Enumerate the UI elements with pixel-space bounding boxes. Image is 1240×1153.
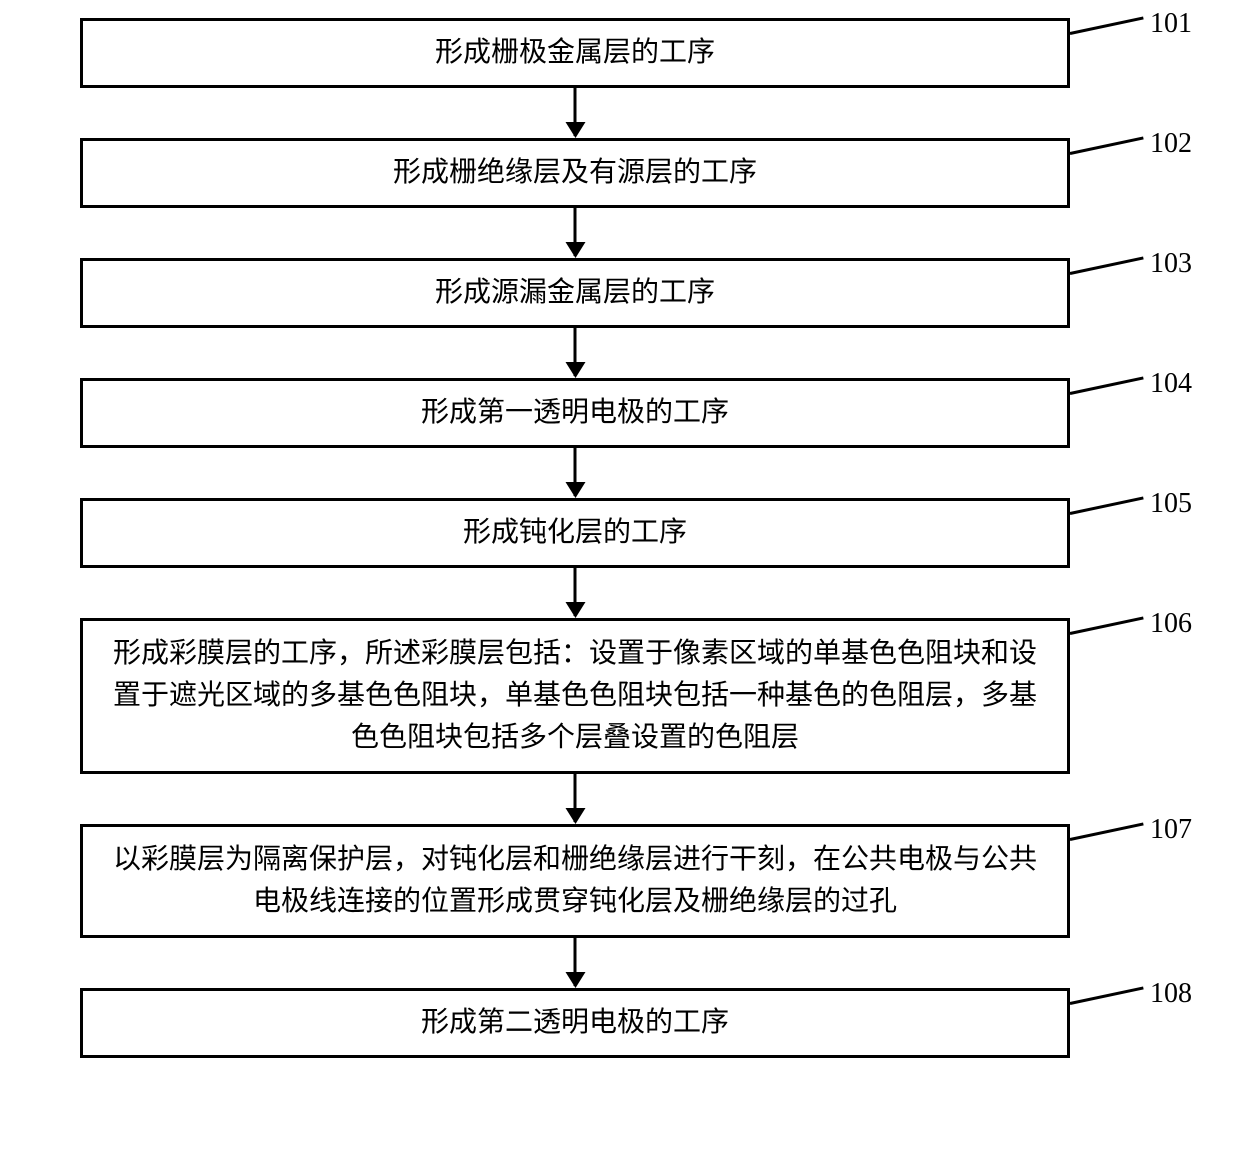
leader-line [1070,986,1144,1005]
step-number-label: 107 [1150,814,1192,846]
step-number-label: 105 [1150,488,1192,520]
step-box-102: 形成栅绝缘层及有源层的工序 [80,138,1070,208]
step-box-105: 形成钝化层的工序 [80,498,1070,568]
step-text: 形成栅绝缘层及有源层的工序 [393,152,757,194]
step-text: 形成源漏金属层的工序 [435,272,715,314]
leader-line [1070,616,1144,635]
flowchart-container: 形成栅极金属层的工序形成栅绝缘层及有源层的工序形成源漏金属层的工序形成第一透明电… [0,0,1240,1153]
arrow [574,448,577,496]
arrow [574,774,577,822]
step-number-label: 104 [1150,368,1192,400]
leader-line [1070,16,1144,35]
step-number-label: 106 [1150,608,1192,640]
leader-line [1070,822,1144,841]
arrow [574,88,577,136]
leader-line [1070,496,1144,515]
step-text: 形成彩膜层的工序，所述彩膜层包括：设置于像素区域的单基色色阻块和设置于遮光区域的… [103,633,1047,759]
step-number-label: 103 [1150,248,1192,280]
arrow [574,208,577,256]
step-text: 以彩膜层为隔离保护层，对钝化层和栅绝缘层进行干刻，在公共电极与公共电极线连接的位… [103,839,1047,923]
step-text: 形成第二透明电极的工序 [421,1002,729,1044]
step-box-101: 形成栅极金属层的工序 [80,18,1070,88]
step-number-label: 102 [1150,128,1192,160]
step-text: 形成钝化层的工序 [463,512,687,554]
step-box-103: 形成源漏金属层的工序 [80,258,1070,328]
step-text: 形成栅极金属层的工序 [435,32,715,74]
step-number-label: 108 [1150,978,1192,1010]
arrow [574,938,577,986]
leader-line [1070,376,1144,395]
step-text: 形成第一透明电极的工序 [421,392,729,434]
leader-line [1070,136,1144,155]
step-box-104: 形成第一透明电极的工序 [80,378,1070,448]
step-box-106: 形成彩膜层的工序，所述彩膜层包括：设置于像素区域的单基色色阻块和设置于遮光区域的… [80,618,1070,774]
leader-line [1070,256,1144,275]
arrow [574,328,577,376]
step-box-108: 形成第二透明电极的工序 [80,988,1070,1058]
step-box-107: 以彩膜层为隔离保护层，对钝化层和栅绝缘层进行干刻，在公共电极与公共电极线连接的位… [80,824,1070,938]
step-number-label: 101 [1150,8,1192,40]
arrow [574,568,577,616]
